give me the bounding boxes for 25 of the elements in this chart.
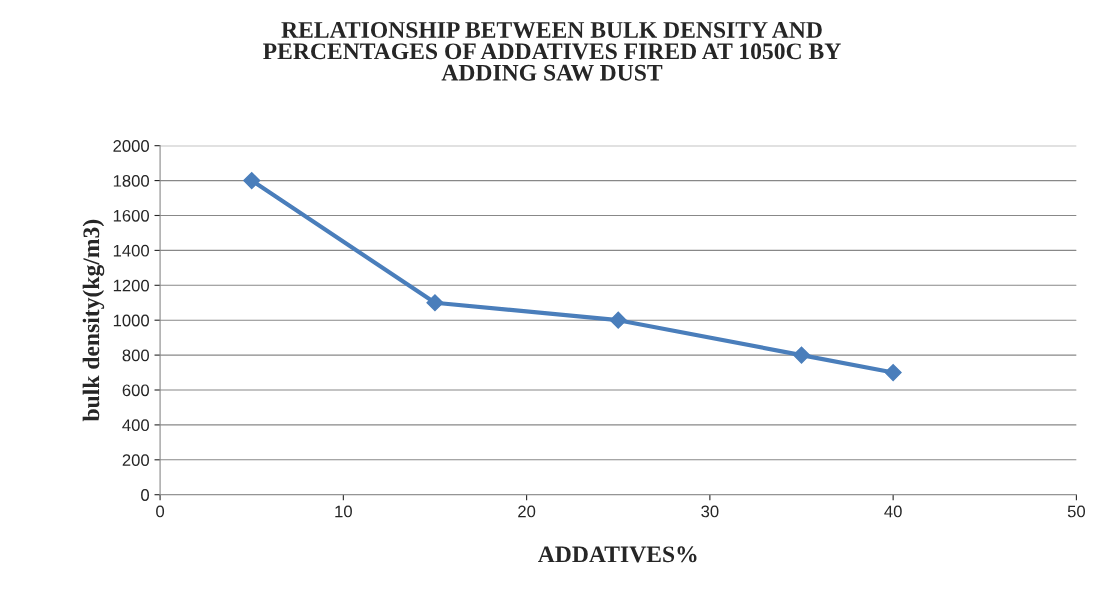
x-tick-label: 50 bbox=[1067, 505, 1086, 518]
x-tick-label: 40 bbox=[884, 505, 902, 518]
point bbox=[884, 363, 902, 382]
point bbox=[243, 172, 261, 190]
chart-title: RELATIONSHIP BETWEEN BULK DENSITY AND PERCENTAGES OF ADDATIVES FIRED AT 1050C BY ADDING SAW DUST bbox=[263, 21, 841, 81]
y-tick-label: 400 bbox=[122, 419, 150, 432]
x-tick-label: 20 bbox=[518, 505, 536, 518]
x-tick-label: 30 bbox=[701, 505, 719, 518]
point bbox=[792, 346, 811, 364]
point bbox=[426, 294, 444, 312]
y-tick-label: 200 bbox=[122, 454, 150, 467]
y-tick-label: 1000 bbox=[113, 314, 150, 327]
x-axis-title: ADDATIVES% bbox=[538, 546, 697, 563]
point bbox=[609, 311, 627, 329]
x-tick-label: 0 bbox=[156, 505, 165, 518]
y-tick-label: 800 bbox=[122, 349, 150, 362]
y-axis-title: bulk density(kg/m3) bbox=[82, 219, 105, 422]
y-tick-label: 0 bbox=[141, 489, 150, 501]
y-tick-label: 1400 bbox=[113, 244, 150, 257]
y-tick-label: 1200 bbox=[113, 279, 150, 292]
x-tick-label: 10 bbox=[335, 505, 352, 518]
y-tick-label: 1600 bbox=[113, 209, 150, 222]
y-tick-label: 2000 bbox=[113, 140, 150, 152]
y-tick-label: 600 bbox=[122, 384, 150, 397]
y-tick-label: 1800 bbox=[113, 174, 150, 187]
